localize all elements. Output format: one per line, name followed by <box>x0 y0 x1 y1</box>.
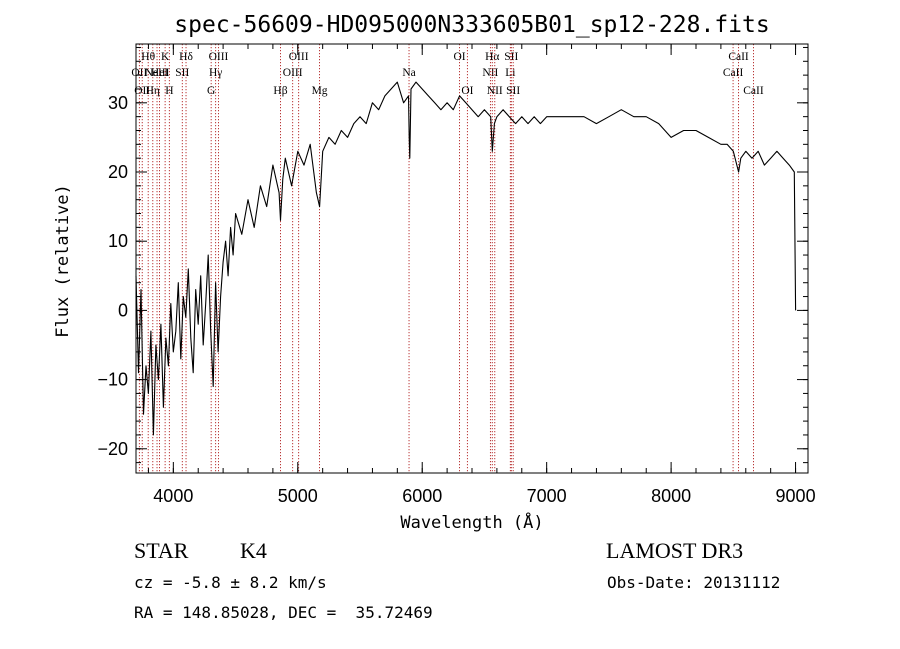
plot-axes: 4000 5000 6000 7000 8000 9000 −20 −10 0 10 20 30 <box>97 43 816 506</box>
line-marker-label: Li <box>505 67 515 79</box>
line-marker-label: CaII <box>723 67 744 79</box>
y-tick-label: −10 <box>97 370 128 390</box>
y-tick-label: 10 <box>108 231 128 251</box>
line-marker-label: NII <box>487 85 503 97</box>
line-marker-label: OII <box>134 85 150 97</box>
line-marker-label: OI <box>453 51 465 63</box>
line-marker-label: OIII <box>283 67 303 79</box>
line-marker-label: CaII <box>728 51 749 63</box>
line-marker-label: OIII <box>209 51 229 63</box>
plot-frame <box>135 43 809 474</box>
line-marker-label: Hα <box>485 51 499 63</box>
line-marker-label: Na <box>402 67 415 79</box>
x-tick-label: 6000 <box>402 486 442 506</box>
line-marker-label: HeI <box>151 67 168 79</box>
line-marker-label: Hη <box>146 85 160 97</box>
line-marker-label: OII <box>131 67 147 79</box>
line-marker-label: Hβ <box>273 85 287 97</box>
x-tick-label: 8000 <box>651 486 691 506</box>
line-marker-label: NeIII <box>145 67 170 79</box>
y-tick-label: −20 <box>97 439 128 459</box>
line-marker-label: SII <box>504 51 518 63</box>
y-tick-label: 0 <box>118 300 128 320</box>
line-marker-label: Hγ <box>209 67 222 79</box>
line-marker-label: NII <box>482 67 498 79</box>
chart-title: spec-56609-HD095000N333605B01_sp12-228.f… <box>174 12 769 38</box>
x-tick-label: 4000 <box>153 486 193 506</box>
line-marker-label: H <box>165 85 173 97</box>
line-markers: OIIOIIHθHηNeIIIHeIKHSIIHδGHγOIIIHβOIIIOI… <box>131 44 764 473</box>
y-tick-label: 20 <box>108 162 128 182</box>
y-axis-label: Flux (relative) <box>53 184 73 338</box>
object-subclass: K4 <box>240 538 267 563</box>
line-marker-label: Hδ <box>179 51 193 63</box>
line-marker-label: OIII <box>289 51 309 63</box>
line-marker-label: Hθ <box>141 51 155 63</box>
survey-name: LAMOST DR3 <box>606 538 744 563</box>
line-marker-label: SII <box>506 85 520 97</box>
line-marker-label: CaII <box>743 85 764 97</box>
x-axis-label: Wavelength (Å) <box>400 511 543 533</box>
line-marker-label: SII <box>175 67 189 79</box>
y-tick-label: 30 <box>108 93 128 113</box>
spectrum-line <box>135 81 797 436</box>
object-class: STAR <box>134 538 189 563</box>
ra-dec-coordinates: RA = 148.85028, DEC = 35.72469 <box>134 603 433 622</box>
line-marker-label: G <box>207 85 215 97</box>
spectrum-series <box>135 81 797 436</box>
line-marker-label: OI <box>461 85 473 97</box>
redshift-cz: cz = -5.8 ± 8.2 km/s <box>134 573 327 592</box>
line-marker-label: K <box>161 51 170 63</box>
observation-date: Obs-Date: 20131112 <box>607 573 781 592</box>
line-marker-label: Mg <box>312 85 328 97</box>
x-tick-label: 5000 <box>278 486 318 506</box>
x-tick-label: 7000 <box>527 486 567 506</box>
x-tick-label: 9000 <box>776 486 816 506</box>
